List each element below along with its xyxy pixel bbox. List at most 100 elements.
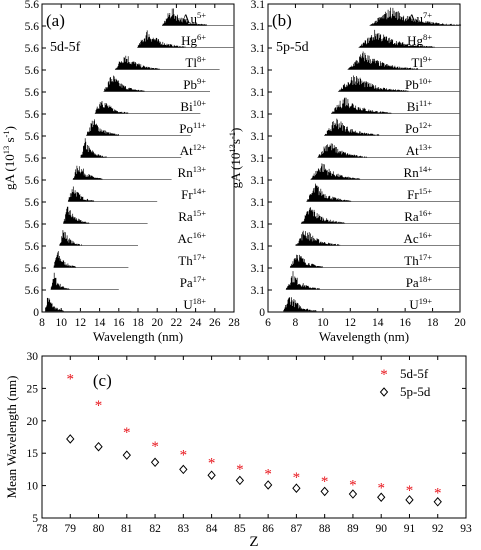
y-axis-label: gA (1013 s-1) (1, 126, 17, 190)
spectrum-lines (283, 297, 317, 312)
spectrum-lines (53, 251, 77, 268)
ion-label: At12+ (180, 142, 207, 158)
x-tick-label: 81 (121, 523, 133, 535)
ion-label: Pb10+ (405, 76, 432, 92)
x-tick-label: 8 (293, 317, 299, 329)
legend-label: 5p-5d (400, 384, 431, 399)
x-tick-label: 20 (454, 317, 466, 329)
y-tick-label: 3.1 (251, 285, 266, 297)
plot-frame (41, 355, 467, 519)
data-point (433, 497, 442, 507)
data-point (320, 486, 329, 497)
spectrum-ac: Ac16+ (295, 230, 460, 246)
ion-label: Hg8+ (407, 32, 432, 48)
ion-label: Ac16+ (404, 230, 433, 246)
legend-label: 5d-5f (400, 366, 429, 381)
y-tick-label: 5.6 (25, 219, 40, 231)
y-tick-label: 20 (27, 416, 39, 428)
data-point: * (349, 477, 357, 493)
spectrum-rn: Rn13+ (72, 164, 206, 180)
spectrum-lines (115, 55, 160, 70)
y-axis-label: gA (1013s-1) (227, 128, 243, 189)
y-tick-label: 15 (27, 448, 39, 460)
x-tick-label: 14 (94, 317, 106, 329)
ion-label: Ra15+ (178, 208, 206, 224)
spectrum-at: At12+ (80, 138, 206, 158)
ion-label: Pb9+ (183, 76, 206, 92)
spectrum-bi: Bi10+ (94, 98, 206, 114)
data-point (235, 475, 245, 486)
y-tick-label: 3.1 (251, 197, 266, 209)
y-tick-label: 30 (27, 351, 39, 363)
data-point: * (123, 425, 131, 441)
x-axis-label: Wavelength (nm) (319, 329, 409, 344)
data-point: * (180, 447, 188, 463)
y-tick-label: 5.6 (25, 87, 40, 99)
x-tick-label: 86 (262, 523, 274, 535)
spectrum-at: At13+ (317, 142, 460, 158)
spectrum-bi: Bi11+ (331, 97, 460, 114)
data-point: * (321, 474, 329, 490)
data-point: * (236, 462, 244, 478)
y-tick-label: 3.1 (251, 131, 266, 143)
ion-label: Pa18+ (406, 274, 433, 290)
x-tick-label: 22 (171, 317, 183, 329)
spectrum-u: U18+ (44, 296, 206, 312)
spectrum-hg: Hg8+ (358, 29, 460, 48)
transition-label: 5p-5d (276, 40, 309, 55)
x-tick-label: 89 (347, 523, 359, 535)
spectrum-lines (338, 75, 409, 92)
y-tick-label: 5.6 (25, 263, 40, 275)
panel-label: (b) (272, 11, 292, 30)
spectrum-lines (310, 163, 361, 180)
data-point (263, 480, 273, 490)
ion-label: Bi11+ (407, 98, 432, 114)
ion-label: Au5+ (181, 10, 206, 26)
ion-label: Rn14+ (404, 164, 433, 180)
spectrum-lines (370, 7, 462, 26)
ion-label: U19+ (409, 296, 432, 312)
y-tick-label: 0 (33, 307, 39, 319)
ion-label: Bi10+ (180, 98, 206, 114)
spectrum-hg: Hg6+ (137, 30, 234, 48)
y-tick-label: 5.6 (25, 43, 40, 55)
y-tick-label: 5.6 (25, 285, 40, 297)
x-tick-label: 10 (55, 317, 67, 329)
x-tick-label: 14 (372, 317, 384, 329)
ion-label: Fr14+ (181, 186, 206, 202)
spectrum-lines (72, 165, 103, 180)
spectrum-lines (59, 230, 82, 246)
data-point (405, 495, 414, 505)
data-point (122, 450, 131, 460)
y-tick-label: 3.1 (251, 263, 266, 275)
y-tick-label: 5.6 (25, 21, 40, 33)
y-axis-label: Mean Wavelength (nm) (4, 376, 19, 499)
y-tick-label: 5.6 (25, 0, 40, 11)
y-tick-label: 3.1 (251, 175, 266, 187)
spectrum-pb: Pb9+ (103, 75, 210, 92)
x-tick-label: 28 (228, 317, 240, 329)
spectrum-lines (162, 8, 207, 26)
spectrum-po: Po12+ (324, 118, 460, 136)
spectrum-pa: Pa18+ (285, 271, 460, 290)
ion-label: At13+ (406, 142, 433, 158)
data-point: * (95, 398, 103, 414)
spectrum-lines (359, 29, 435, 48)
x-tick-label: 79 (65, 523, 77, 535)
data-point (207, 470, 216, 480)
spectrum-lines (104, 75, 145, 92)
ion-label: Po12+ (405, 120, 432, 136)
data-point: * (67, 372, 75, 388)
spectrum-ra: Ra16+ (300, 207, 460, 224)
spectrum-ac: Ac16+ (59, 230, 206, 246)
y-tick-label: 3.1 (251, 43, 266, 55)
data-point: * (434, 486, 442, 502)
data-point (94, 441, 103, 452)
x-tick-label: 24 (190, 317, 202, 329)
data-point: * (293, 470, 301, 486)
ion-label: Ra16+ (404, 208, 432, 224)
spectrum-lines (324, 118, 380, 136)
spectrum-lines (63, 206, 90, 224)
data-point (348, 489, 358, 499)
data-point (179, 464, 188, 475)
